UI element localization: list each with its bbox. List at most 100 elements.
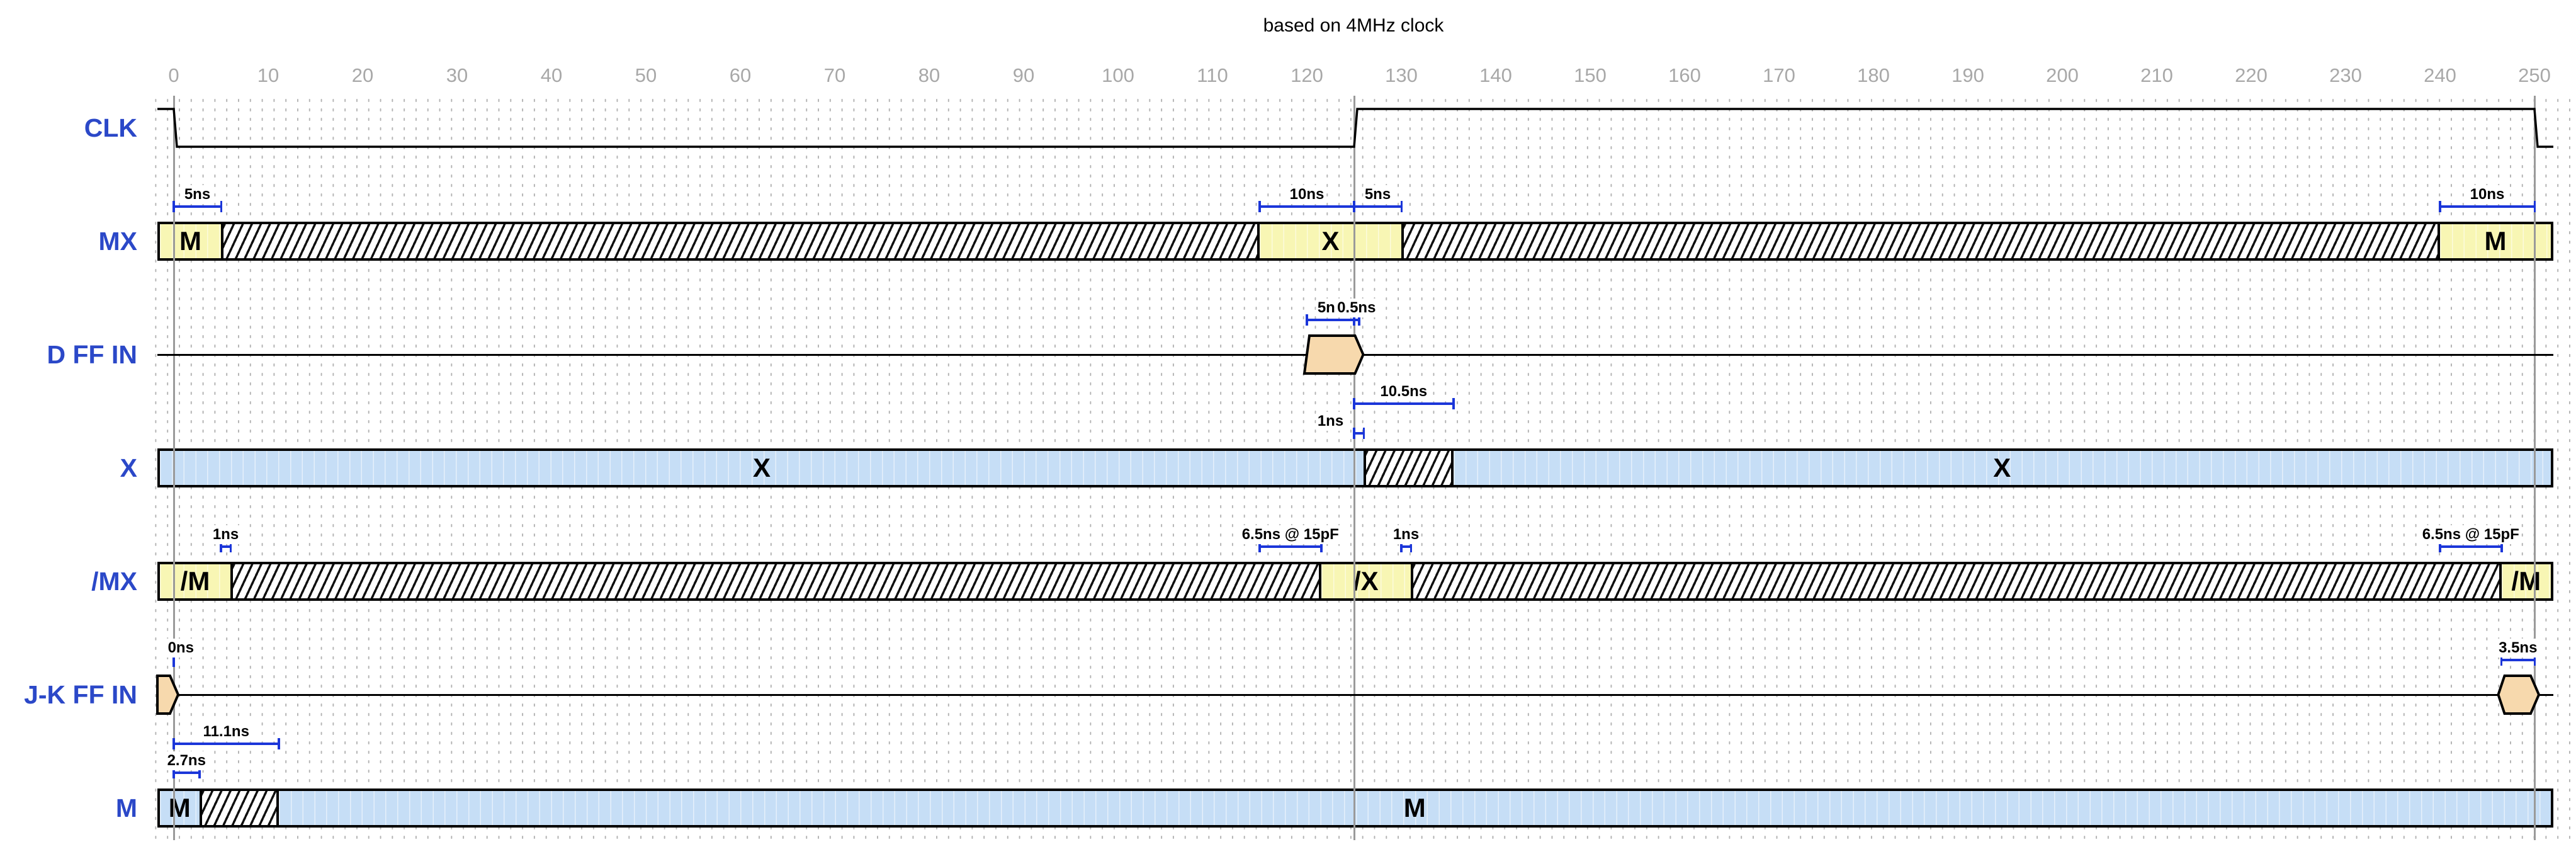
bus-value-text: X: [752, 453, 771, 482]
measurement-label: 5ns: [1362, 185, 1393, 204]
bus-value-segment: M: [160, 791, 200, 825]
bus-value-segment: X: [1260, 224, 1401, 258]
measurement-end-tick: [1400, 201, 1403, 212]
measurement-label: 6.5ns @ 15pF: [2420, 525, 2521, 544]
measurement-bar: [2500, 654, 2536, 666]
measurement-bar: [1353, 314, 1360, 326]
axis-tick-label: 80: [918, 64, 941, 86]
bus-value-text: /M: [2511, 566, 2541, 596]
axis-tick-label: 230: [2329, 64, 2362, 86]
measurement-end-tick: [1452, 398, 1455, 409]
axis-tick-label: 120: [1291, 64, 1323, 86]
clock-edge-marker-line: [1353, 96, 1355, 840]
bus-value-segment: /M: [160, 564, 230, 598]
row-label-d-ff-in: D FF IN: [47, 340, 137, 369]
measurement-bar: [1400, 541, 1412, 552]
axis-tick-label: 210: [2140, 64, 2173, 86]
axis-tick-label: 60: [729, 64, 752, 86]
bus-value-text: /M: [180, 566, 210, 596]
measurement-end-tick: [2439, 541, 2441, 552]
measurement-bar: [172, 767, 201, 778]
row-label-j-k-ff-in: J-K FF IN: [24, 680, 137, 709]
measurement-bar: [172, 201, 222, 212]
axis-tick-label: 100: [1102, 64, 1134, 86]
measurement-end-tick: [172, 767, 175, 778]
row-label-x: X: [120, 453, 137, 482]
measurement-label: 10ns: [2468, 185, 2507, 204]
measurement-end-tick: [220, 541, 222, 552]
bus-value-text: M: [179, 226, 201, 256]
axis-tick-label: 50: [635, 64, 657, 86]
measurement-end-tick: [2439, 201, 2441, 212]
measurement-bar: [1353, 398, 1455, 409]
row-label-mx: MX: [98, 227, 138, 256]
axis-tick-label: 70: [823, 64, 846, 86]
bus-value-text: M: [1403, 793, 1426, 823]
measurement-end-tick: [172, 201, 175, 212]
bus-value-text: X: [1993, 453, 2011, 482]
signal-baseline: [157, 693, 2553, 696]
measurement-bar: [172, 738, 280, 749]
measurement-end-tick: [1320, 541, 1323, 552]
axis-tick-label: 10: [257, 64, 280, 86]
measurement-label: 11.1ns: [201, 722, 251, 741]
measurement-end-tick: [172, 738, 175, 749]
axis-tick-label: 90: [1012, 64, 1035, 86]
axis-tick-label: 20: [351, 64, 374, 86]
measurement-label: 10.5ns: [1378, 382, 1430, 401]
measurement-end-tick: [278, 738, 280, 749]
measurement-bar: [1258, 541, 1323, 552]
bus-value-segment: M: [160, 224, 221, 258]
bus-unknown-segment: [230, 564, 1321, 598]
axis-tick-label: 30: [446, 64, 468, 86]
measurement-label: 5ns: [182, 185, 213, 204]
measurement-end-tick: [1353, 201, 1355, 212]
bus-value-segment: X: [1453, 451, 2551, 485]
measurement-label: 2.7ns: [165, 751, 208, 770]
bus-value-text: X: [1321, 226, 1340, 256]
measurement-bar: [1353, 201, 1403, 212]
diagram-title: based on 4MHz clock: [1263, 15, 1444, 36]
measurement-bar: [2439, 541, 2503, 552]
bus-value-text: /X: [1353, 566, 1379, 596]
axis-tick-label: 200: [2046, 64, 2079, 86]
measurement-label: 1ns: [1391, 525, 1421, 544]
measurement-end-tick: [1362, 428, 1365, 439]
measurement-label: 3.5ns: [2497, 639, 2539, 658]
measurement-end-tick: [1306, 314, 1308, 326]
axis-tick-label: 140: [1479, 64, 1512, 86]
bus-unknown-segment: [1401, 224, 2440, 258]
bus-value-segment: X: [160, 451, 1364, 485]
measurement-end-tick: [198, 767, 201, 778]
axis-tick-label: 160: [1668, 64, 1701, 86]
axis-tick-label: 250: [2518, 64, 2551, 86]
measurement-end-tick: [220, 201, 222, 212]
measurement-end-tick: [2533, 654, 2536, 666]
axis-tick-label: 110: [1197, 64, 1228, 86]
bus-unknown-segment: [199, 791, 279, 825]
measurement-label: 0.5ns: [1335, 299, 1378, 317]
measurement-end-tick: [1258, 201, 1261, 212]
measurement-label: 1ns: [1315, 412, 1346, 431]
row-label-clk: CLK: [84, 113, 137, 142]
bus-unknown-segment: [1364, 451, 1454, 485]
measurement-end-tick: [2500, 654, 2502, 666]
axis-tick-label: 190: [1952, 64, 1984, 86]
axis-tick-label: 240: [2424, 64, 2456, 86]
signal-baseline: [157, 353, 2553, 356]
measurement-label: 10ns: [1287, 185, 1326, 204]
measurement-bar: [1258, 201, 1355, 212]
bus-value-segment: M: [2440, 224, 2551, 258]
axis-tick-label: 170: [1763, 64, 1795, 86]
clock-edge-marker-line: [2533, 96, 2536, 840]
measurement-end-tick: [1409, 541, 1412, 552]
axis-tick-label: 180: [1857, 64, 1890, 86]
axis-tick-label: 150: [1574, 64, 1607, 86]
measurement-end-tick: [1400, 541, 1403, 552]
measurement-bar: [2439, 201, 2536, 212]
measurement-bar: [1306, 314, 1355, 326]
axis-tick-label: 0: [168, 64, 179, 86]
bus-row--mx: /M/X/M: [157, 562, 2553, 601]
